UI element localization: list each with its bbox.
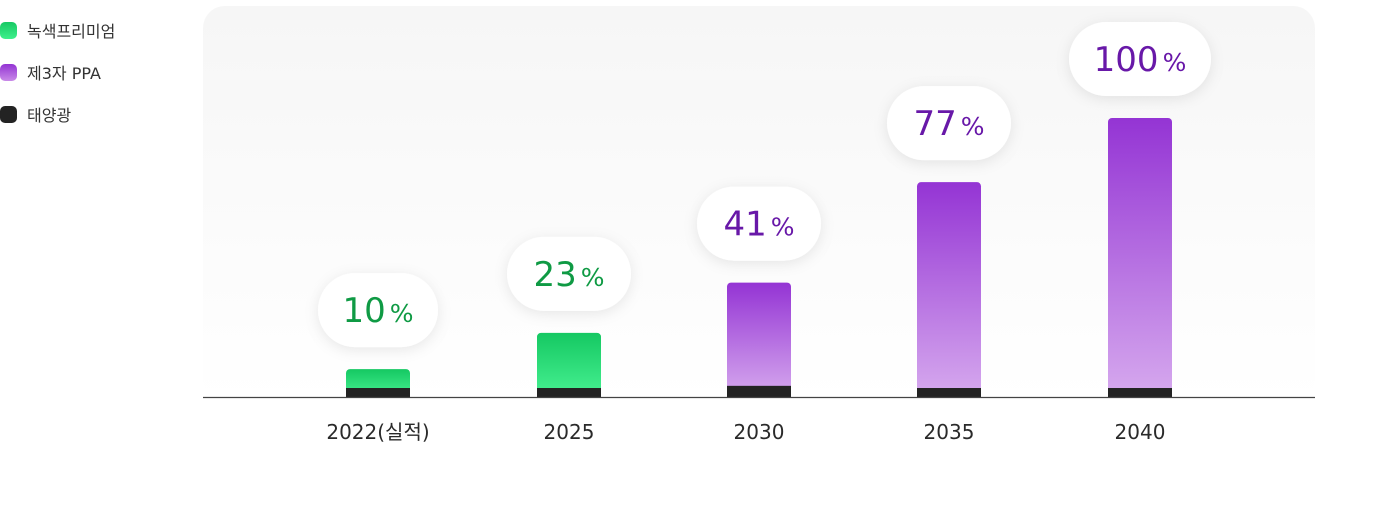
- plot-background-mask: [203, 397, 1315, 457]
- legend-label: 녹색프리미엄: [27, 22, 116, 41]
- x-tick-label-3: 2035: [924, 420, 975, 444]
- data-label-4: 100%: [1094, 40, 1187, 80]
- x-tick-label-1: 2025: [544, 420, 595, 444]
- legend-item-third-party-ppa: 제3자 PPA: [0, 60, 115, 84]
- legend-label: 태양광: [27, 106, 72, 125]
- bar-third-party-ppa-2: [727, 282, 791, 397]
- bar-solar-0: [346, 388, 410, 397]
- bar-green-premium-1: [537, 332, 601, 397]
- value-pill-1: [507, 236, 631, 311]
- bar-solar-3: [917, 388, 981, 397]
- data-label-3: 77%: [913, 104, 984, 144]
- value-pill-3: [887, 86, 1011, 161]
- legend-item-green-premium: 녹색프리미엄: [0, 18, 115, 42]
- x-tick-label-0: 2022(실적): [326, 420, 429, 444]
- bar-third-party-ppa-3: [917, 182, 981, 397]
- dark-square-icon: [0, 105, 17, 123]
- data-label-2: 41%: [723, 205, 794, 245]
- data-label-0: 10%: [342, 291, 413, 331]
- legend-item-solar: 태양광: [0, 102, 115, 126]
- purple-square-icon: [0, 63, 17, 81]
- legend-label: 제3자 PPA: [27, 64, 101, 83]
- x-tick-label-2: 2030: [734, 420, 785, 444]
- value-pill-2: [697, 186, 821, 261]
- bar-solar-2: [727, 385, 791, 397]
- bar-solar-1: [537, 388, 601, 397]
- data-label-1: 23%: [533, 255, 604, 295]
- green-square-icon: [0, 21, 17, 39]
- bar-solar-4: [1108, 388, 1172, 397]
- value-pill-4: [1069, 22, 1211, 96]
- value-pill-0: [318, 273, 438, 348]
- bar-third-party-ppa-4: [1108, 118, 1172, 397]
- x-tick-label-4: 2040: [1115, 420, 1166, 444]
- legend: 녹색프리미엄 제3자 PPA 태양광: [0, 18, 115, 144]
